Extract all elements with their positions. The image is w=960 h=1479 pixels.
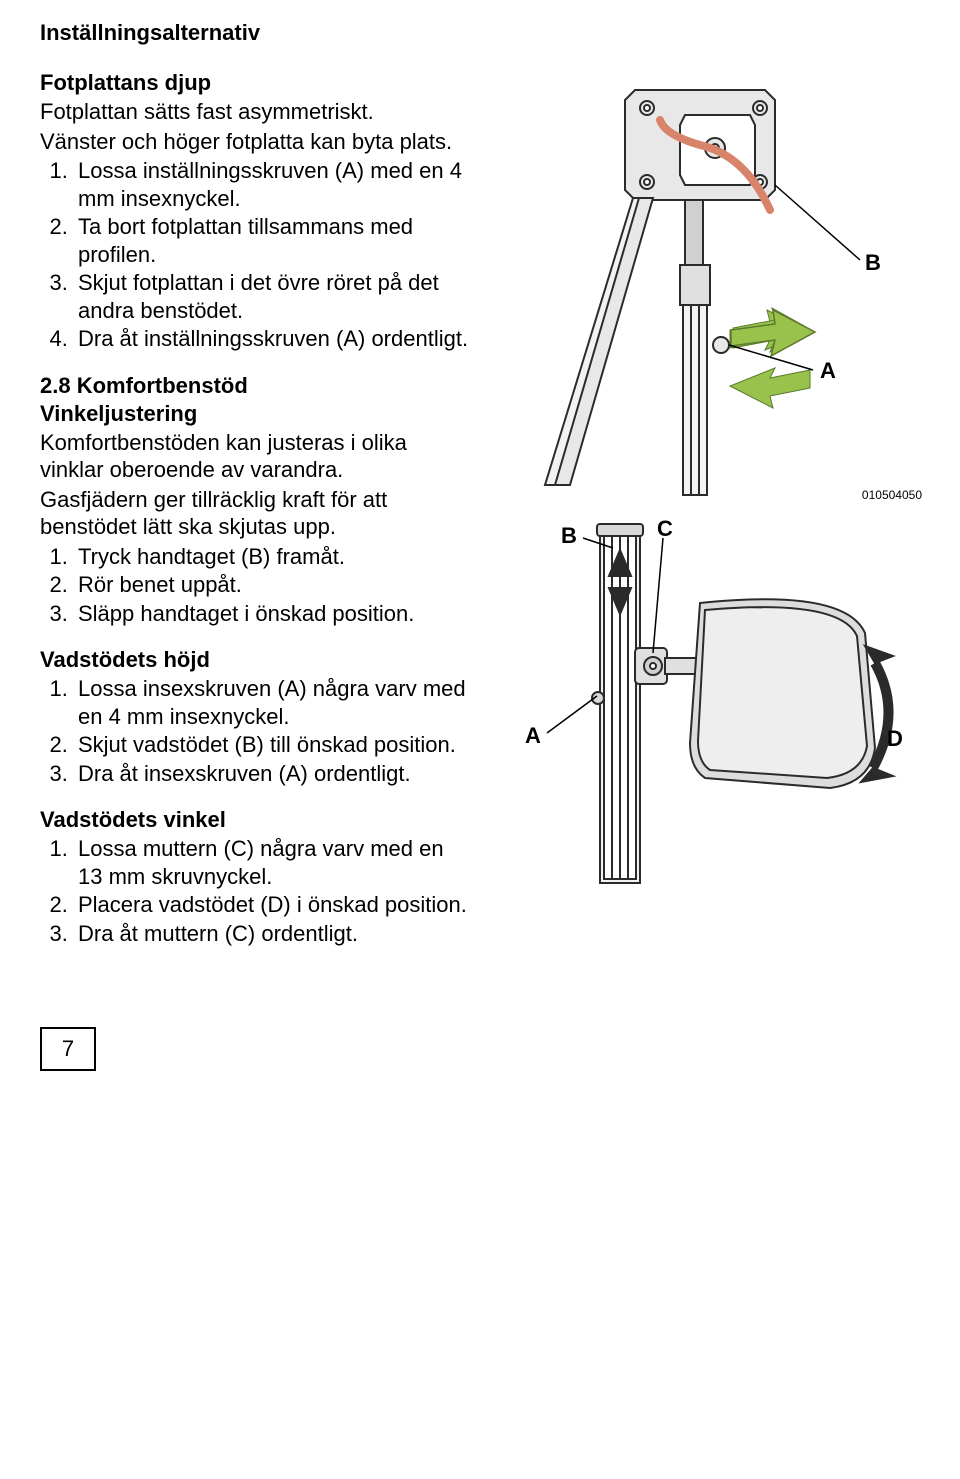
step-item: Skjut vadstödet (B) till önskad position… xyxy=(74,731,470,759)
step-item: Ta bort fotplattan tillsammans med profi… xyxy=(74,213,470,268)
steps-list: Lossa inställningsskruven (A) med en 4 m… xyxy=(40,157,470,353)
intro-text: Vänster och höger fotplatta kan byta pla… xyxy=(40,128,470,156)
step-item: Dra åt inställningsskruven (A) ordentlig… xyxy=(74,325,470,353)
figure-leg-mechanism: A B 010504050 xyxy=(490,70,920,500)
intro-text: Komfortbenstöden kan justeras i olika vi… xyxy=(40,429,470,484)
page-title: Inställningsalternativ xyxy=(40,20,470,46)
step-item: Rör benet uppåt. xyxy=(74,571,470,599)
intro-text: Gasfjädern ger tillräcklig kraft för att… xyxy=(40,486,470,541)
figure-label-d: D xyxy=(887,726,903,751)
step-item: Lossa inställningsskruven (A) med en 4 m… xyxy=(74,157,470,212)
figure-calf-support: A B C D xyxy=(490,518,920,898)
steps-list: Tryck handtaget (B) framåt. Rör benet up… xyxy=(40,543,470,628)
section-heading-komfortbenstod: 2.8 Komfortbenstöd xyxy=(40,373,470,399)
step-item: Dra åt insexskruven (A) ordentligt. xyxy=(74,760,470,788)
figure-caption: 010504050 xyxy=(862,488,922,502)
step-item: Skjut fotplattan i det övre röret på det… xyxy=(74,269,470,324)
subsection-heading-vadstodets-vinkel: Vadstödets vinkel xyxy=(40,807,470,833)
section-heading-fotplattans-djup: Fotplattans djup xyxy=(40,70,470,96)
step-item: Tryck handtaget (B) framåt. xyxy=(74,543,470,571)
figure-label-b: B xyxy=(561,523,577,548)
text-column: Inställningsalternativ Fotplattans djup … xyxy=(40,20,470,967)
steps-list: Lossa muttern (C) några varv med en 13 m… xyxy=(40,835,470,947)
step-item: Lossa muttern (C) några varv med en 13 m… xyxy=(74,835,470,890)
intro-text: Fotplattan sätts fast asymmetriskt. xyxy=(40,98,470,126)
step-item: Dra åt muttern (C) ordentligt. xyxy=(74,920,470,948)
figure-label-b: B xyxy=(865,250,881,275)
figure-label-c: C xyxy=(657,518,673,541)
figure-label-a: A xyxy=(525,723,541,748)
figure-label-a: A xyxy=(820,358,836,383)
subsection-heading-vadstodets-hojd: Vadstödets höjd xyxy=(40,647,470,673)
step-item: Lossa insexskruven (A) några varv med en… xyxy=(74,675,470,730)
step-item: Placera vadstödet (D) i önskad position. xyxy=(74,891,470,919)
steps-list: Lossa insexskruven (A) några varv med en… xyxy=(40,675,470,787)
figure-column: A B 010504050 xyxy=(490,20,920,967)
subsection-heading-vinkeljustering: Vinkeljustering xyxy=(40,401,470,427)
step-item: Släpp handtaget i önskad position. xyxy=(74,600,470,628)
page-number: 7 xyxy=(40,1027,96,1071)
